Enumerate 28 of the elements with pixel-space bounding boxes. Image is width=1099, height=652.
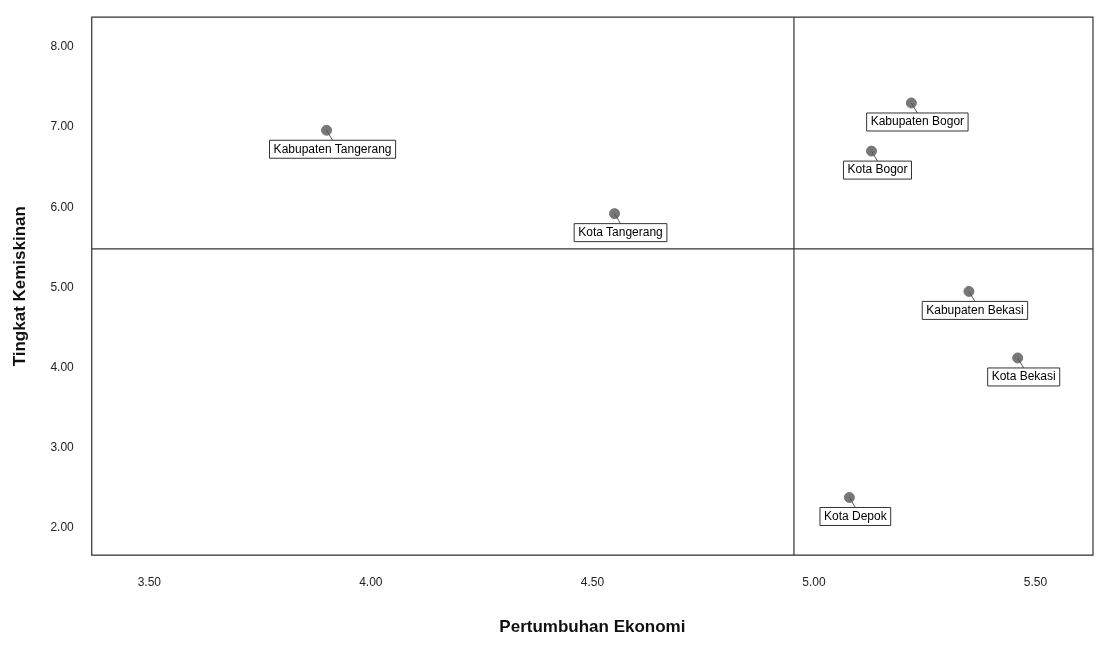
x-tick-label: 4.50 — [580, 574, 605, 589]
point — [843, 491, 855, 503]
annotation: Kota Bogor — [847, 162, 908, 177]
x-tick-label: 5.50 — [1023, 574, 1048, 589]
y-tick-label: 7.00 — [50, 119, 75, 134]
annotation: Kabupaten Tangerang — [273, 141, 392, 156]
annotation: Kabupaten Bogor — [870, 114, 965, 129]
x-tick-label: 5.00 — [802, 574, 826, 589]
point — [963, 285, 975, 297]
point — [1012, 352, 1024, 364]
annotation: Kota Bekasi — [991, 369, 1056, 384]
y-tick-label: 3.00 — [50, 440, 75, 455]
x-axis-title: Pertumbuhan Ekonomi — [499, 617, 686, 637]
annotation: Kota Tangerang — [578, 224, 663, 239]
point — [321, 124, 333, 136]
y-tick-label: 6.00 — [50, 199, 75, 214]
point — [905, 97, 917, 109]
point — [609, 208, 621, 220]
x-tick-label: 4.00 — [359, 574, 383, 589]
annotation: Kabupaten Bekasi — [926, 302, 1024, 317]
y-tick-label: 5.00 — [50, 279, 75, 294]
y-tick-label: 4.00 — [50, 359, 75, 374]
y-axis-title: Tingkat Kemiskinan — [9, 206, 29, 367]
y-tick-label: 8.00 — [50, 39, 75, 54]
y-tick-label: 2.00 — [50, 520, 75, 535]
annotation: Kota Depok — [823, 508, 888, 523]
x-tick-label: 3.50 — [137, 574, 162, 589]
point — [865, 145, 877, 157]
